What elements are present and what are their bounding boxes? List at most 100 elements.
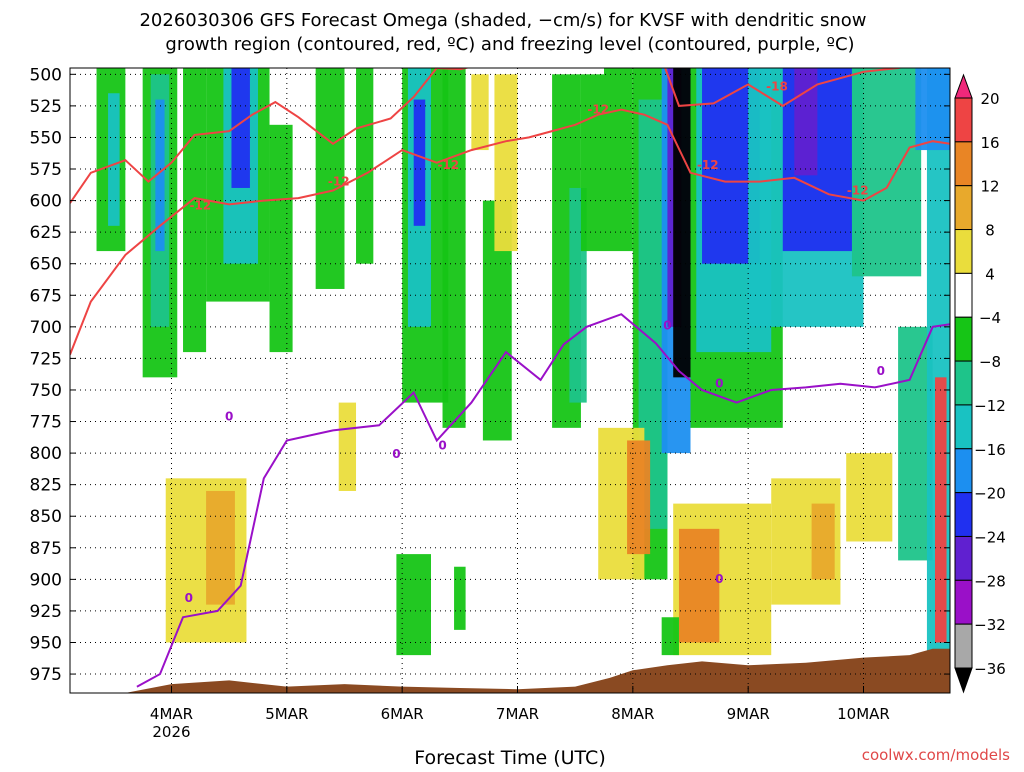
contour-label: 0 — [715, 376, 723, 390]
omega-band — [915, 68, 950, 151]
colorbar-swatch — [954, 97, 973, 143]
y-tick-label: 500 — [30, 65, 62, 85]
y-tick-label: 550 — [30, 128, 62, 148]
contour-label: -12 — [437, 158, 459, 172]
x-tick-label: 10MAR — [837, 705, 890, 723]
colorbar-swatch — [954, 579, 973, 625]
omega-band — [661, 617, 679, 656]
omega-band — [846, 453, 893, 542]
colorbar-label: −16 — [974, 441, 1006, 459]
terrain — [70, 648, 950, 693]
colorbar-swatch — [954, 185, 973, 231]
y-tick-label: 650 — [30, 255, 62, 275]
y-tick-label: 625 — [30, 223, 62, 243]
colorbar: 20 16 12 8 4 −4 −8 −12 −16 −20 −24 −28 −32 −36 — [954, 73, 1006, 694]
contours — [70, 68, 950, 688]
contour-label: 0 — [438, 438, 446, 452]
omega-band — [269, 124, 293, 353]
y-tick-label: 925 — [30, 602, 62, 622]
x-tick-label: 4MAR — [150, 705, 193, 723]
colorbar-swatch — [954, 492, 973, 537]
contour-labels: -12 -12 -12 -12 -12 -18 -12 0 0 0 0 0 0 0 0 — [185, 80, 885, 605]
x-axis-label: Forecast Time (UTC) — [414, 747, 605, 768]
y-tick-label: 975 — [30, 665, 62, 685]
contour-label: 0 — [663, 318, 671, 332]
y-tick-label: 800 — [30, 444, 62, 464]
y-tick-label: 600 — [30, 192, 62, 212]
omega-band — [471, 74, 489, 151]
credit-link[interactable]: coolwx.com/models — [862, 746, 1010, 764]
y-tick-label: 575 — [30, 160, 62, 180]
omega-band — [454, 566, 466, 630]
y-tick-label: 875 — [30, 539, 62, 559]
colorbar-swatch — [954, 360, 973, 406]
contour-label: -12 — [587, 102, 609, 116]
y-tick-label: 900 — [30, 570, 62, 590]
colorbar-label: −24 — [974, 528, 1006, 546]
omega-band — [442, 68, 466, 428]
colorbar-swatch — [954, 229, 973, 274]
x-tick-label: 5MAR — [265, 705, 308, 723]
omega-band — [580, 74, 604, 252]
colorbar-label: −12 — [974, 397, 1006, 415]
contour-label: 0 — [715, 572, 723, 586]
contour-line — [70, 108, 950, 355]
x-tick-label: 7MAR — [496, 705, 539, 723]
x-tick-label: 6MAR — [381, 705, 424, 723]
x-tick-label: 9MAR — [727, 705, 770, 723]
colorbar-swatch — [954, 272, 973, 318]
colorbar-swatch — [954, 535, 973, 581]
contour-label: 0 — [185, 591, 193, 605]
colorbar-label: −20 — [974, 485, 1006, 503]
plot-frame — [69, 67, 951, 694]
omega-band — [851, 68, 922, 277]
contour-label: -18 — [766, 80, 788, 94]
y-tick-label: 950 — [30, 633, 62, 653]
contour-label: 0 — [225, 409, 233, 423]
colorbar-swatch — [954, 316, 973, 362]
x-tick-sublabel: 2026 — [152, 723, 190, 741]
colorbar-label: −28 — [974, 572, 1006, 590]
omega-band — [315, 68, 345, 289]
chart-title-line1: 2026030306 GFS Forecast Omega (shaded, −… — [139, 10, 866, 31]
contour-line — [136, 313, 950, 688]
colorbar-label: 4 — [985, 265, 995, 283]
omega-band — [108, 93, 120, 226]
colorbar-label: −32 — [974, 616, 1006, 634]
omega-band — [603, 68, 633, 252]
contour-label: -12 — [328, 174, 350, 188]
contour-line — [70, 68, 950, 204]
omega-band — [183, 68, 207, 353]
omega-band — [356, 68, 374, 264]
omega-band — [231, 68, 250, 188]
omega-band — [794, 68, 818, 176]
colorbar-label: 16 — [980, 134, 999, 152]
y-tick-label: 750 — [30, 381, 62, 401]
omega-shading — [96, 68, 950, 656]
omega-band — [627, 440, 651, 555]
colorbar-label: −36 — [974, 660, 1006, 678]
colorbar-swatch — [954, 404, 973, 450]
contour-label: 0 — [392, 447, 400, 461]
colorbar-label: 8 — [985, 222, 995, 240]
omega-band — [396, 554, 431, 656]
y-axis: 500 525 550 575 600 625 650 675 700 725 750 775 800 8… — [30, 65, 950, 685]
colorbar-bottom-arrow — [954, 667, 973, 694]
x-tick-label: 8MAR — [611, 705, 654, 723]
colorbar-label: 20 — [980, 90, 999, 108]
omega-band — [811, 503, 835, 580]
y-tick-label: 700 — [30, 318, 62, 338]
colorbar-label: −4 — [979, 309, 1001, 327]
omega-band — [413, 99, 426, 226]
contour-label: -12 — [189, 198, 211, 212]
colorbar-swatch — [954, 623, 973, 669]
omega-band — [155, 99, 165, 252]
contour-label: -12 — [847, 183, 869, 197]
y-tick-label: 525 — [30, 97, 62, 117]
omega-band — [673, 68, 691, 378]
colorbar-label: −8 — [979, 353, 1001, 371]
contour-label: -12 — [697, 158, 719, 172]
